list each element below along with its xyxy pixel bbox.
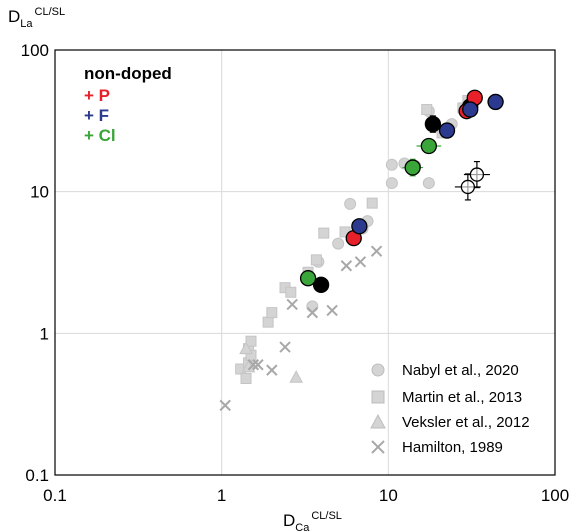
series-F bbox=[351, 93, 504, 235]
y-tick-label: 10 bbox=[30, 183, 49, 202]
point-square bbox=[266, 307, 278, 319]
y-axis-label-main: D bbox=[8, 7, 20, 26]
point-F bbox=[487, 93, 504, 111]
point-x-stroke bbox=[252, 359, 264, 371]
point-square bbox=[318, 227, 330, 239]
legend-hamilton: Hamilton, 1989 bbox=[402, 439, 503, 456]
series-nabyl bbox=[306, 105, 458, 313]
legend-plus-cl: + Cl bbox=[84, 126, 116, 145]
legend-square-marker-icon bbox=[371, 390, 385, 404]
legend-veksler: Veksler et al., 2012 bbox=[402, 414, 530, 431]
point-F bbox=[462, 101, 479, 118]
point-square bbox=[421, 104, 433, 116]
point-circle bbox=[344, 197, 357, 210]
y-axis-label-sup: CL/SL bbox=[35, 6, 66, 18]
point-open bbox=[460, 179, 476, 195]
point-triangle bbox=[289, 370, 304, 383]
doping-legend: non-doped + P + F + Cl bbox=[84, 64, 172, 145]
series-Cl bbox=[299, 137, 442, 287]
legend-triangle-marker-icon bbox=[370, 413, 386, 429]
point-non-doped bbox=[312, 276, 330, 293]
point-x-stroke bbox=[354, 256, 367, 268]
point-Cl bbox=[299, 270, 317, 287]
x-axis-label-main: D bbox=[283, 511, 295, 530]
point-square bbox=[245, 349, 257, 361]
point-triangle bbox=[239, 341, 253, 355]
x-axis-label-sup: CL/SL bbox=[311, 510, 342, 522]
y-axis-label-sub: La bbox=[20, 18, 33, 30]
point-x-stroke bbox=[266, 364, 278, 376]
x-tick-label: 1 bbox=[217, 486, 226, 505]
grid-lines bbox=[54, 49, 556, 476]
series-hamilton bbox=[219, 245, 383, 412]
point-F bbox=[351, 218, 368, 235]
point-square bbox=[240, 372, 252, 384]
legend-nabyl: Nabyl et al., 2020 bbox=[402, 362, 519, 379]
x-tick-label: 10 bbox=[379, 486, 398, 505]
point-x-stroke bbox=[247, 359, 260, 371]
x-axis-label: DCaCL/SL bbox=[283, 510, 342, 532]
point-square bbox=[366, 197, 378, 209]
point-circle bbox=[385, 158, 398, 171]
legend-martin: Martin et al., 2013 bbox=[402, 389, 522, 406]
point-square bbox=[245, 335, 257, 347]
point-Cl bbox=[420, 137, 437, 155]
point-x-stroke bbox=[326, 304, 338, 317]
legend-non-doped: non-doped bbox=[84, 64, 172, 83]
x-tick-label: 0.1 bbox=[43, 486, 67, 505]
legend-circle-marker-icon bbox=[371, 363, 385, 377]
legend-plus-p: + P bbox=[84, 86, 110, 105]
point-circle bbox=[422, 177, 435, 190]
y-tick-label: 1 bbox=[40, 324, 49, 343]
point-x-stroke bbox=[219, 399, 231, 412]
legend-plus-f: + F bbox=[84, 106, 109, 125]
point-non-doped bbox=[424, 115, 442, 133]
literature-legend: Nabyl et al., 2020 Martin et al., 2013 V… bbox=[370, 362, 530, 456]
x-tick-label: 100 bbox=[541, 486, 569, 505]
point-x-stroke bbox=[286, 298, 298, 311]
axis-ticks: 0.1 1 10 100 0.1 1 10 100 bbox=[21, 41, 570, 505]
point-circle bbox=[385, 177, 398, 190]
point-x-stroke bbox=[279, 341, 291, 353]
series-open bbox=[454, 160, 490, 201]
point-circle bbox=[332, 237, 345, 250]
data-points bbox=[219, 89, 504, 412]
y-tick-label: 100 bbox=[21, 41, 49, 60]
point-x-stroke bbox=[370, 245, 383, 257]
point-x-stroke bbox=[306, 306, 319, 319]
point-open bbox=[469, 167, 485, 182]
legend-x-marker-icon bbox=[371, 440, 385, 454]
point-Cl bbox=[404, 159, 421, 176]
point-square bbox=[285, 286, 297, 298]
plot-frame bbox=[54, 49, 556, 476]
point-F bbox=[438, 122, 456, 139]
point-x-stroke bbox=[340, 260, 353, 272]
point-square bbox=[310, 254, 322, 266]
point-square bbox=[262, 316, 274, 328]
y-tick-label: 0.1 bbox=[25, 466, 49, 485]
y-axis-label: DLaCL/SL bbox=[8, 6, 65, 30]
point-circle bbox=[306, 300, 319, 313]
x-axis-label-sub: Ca bbox=[295, 522, 310, 532]
